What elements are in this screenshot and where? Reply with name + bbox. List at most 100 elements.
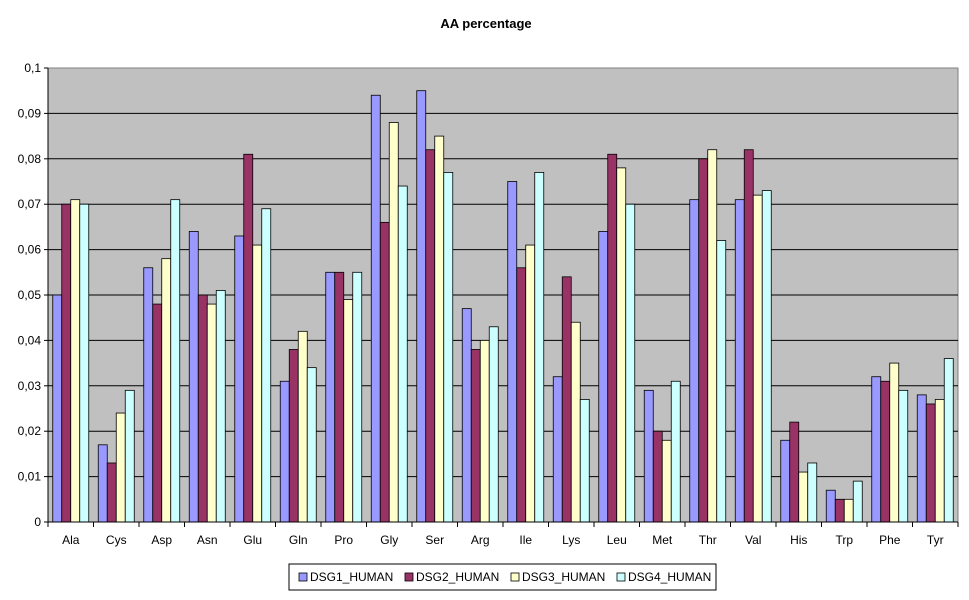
bar: [397, 185, 408, 523]
y-tick-label: 0,07: [18, 197, 42, 211]
bar: [488, 326, 499, 523]
bar: [616, 167, 627, 523]
bar: [707, 149, 718, 523]
bar: [115, 412, 126, 523]
bar: [97, 444, 108, 523]
x-tick-label: Asn: [197, 533, 218, 547]
bar: [661, 439, 672, 523]
bar: [852, 480, 863, 523]
bar: [934, 399, 945, 523]
x-tick-label: Glu: [243, 533, 262, 547]
x-tick-label: Ile: [519, 533, 532, 547]
bar: [306, 367, 317, 523]
legend-box: [288, 563, 717, 591]
bar: [561, 276, 572, 523]
bar: [871, 376, 882, 523]
bar: [161, 258, 172, 523]
bar: [943, 358, 954, 523]
x-tick-label: Cys: [106, 533, 127, 547]
bar: [698, 158, 709, 523]
y-tick-label: 0,09: [18, 106, 42, 120]
bar: [197, 294, 208, 523]
bar: [124, 389, 135, 523]
x-tick-label: Ser: [425, 533, 444, 547]
bar: [780, 439, 791, 523]
bar: [106, 462, 117, 523]
bar: [670, 380, 681, 523]
bar: [325, 271, 336, 523]
bar: [552, 376, 563, 523]
bar: [188, 231, 199, 523]
y-tick-label: 0,06: [18, 243, 42, 257]
bar: [252, 244, 263, 523]
bar: [925, 403, 936, 523]
x-tick-label: Lys: [562, 533, 580, 547]
bar: [625, 203, 636, 523]
bar: [279, 380, 290, 523]
bar: [843, 498, 854, 523]
bars: [52, 90, 954, 523]
bar: [234, 235, 245, 523]
y-tick-label: 0,01: [18, 470, 42, 484]
bar: [598, 231, 609, 523]
chart-title: AA percentage: [440, 16, 531, 31]
x-tick-label: Ala: [62, 533, 80, 547]
x-tick-label: Gln: [289, 533, 308, 547]
bar: [461, 308, 472, 523]
x-tick-label: Leu: [607, 533, 627, 547]
x-tick-label: Trp: [835, 533, 853, 547]
x-tick-label: Asp: [151, 533, 172, 547]
y-tick-label: 0,05: [18, 288, 42, 302]
x-tick-label: Thr: [699, 533, 717, 547]
y-axis-tick-labels: 0 0,01 0,02 0,03 0,04 0,05 0,06 0,07 0,08 0,09 0,1: [18, 61, 42, 529]
bar: [570, 321, 581, 523]
legend-swatch: [510, 572, 520, 582]
bar: [743, 149, 754, 523]
y-tick-label: 0: [34, 515, 41, 529]
bar: [479, 339, 490, 523]
bar: [261, 208, 272, 523]
x-tick-label: Pro: [334, 533, 353, 547]
bar: [343, 299, 354, 523]
legend: DSG1_HUMAN DSG2_HUMAN DSG3_HUMAN DSG4_HUMAN: [288, 563, 717, 591]
x-tick-label: Gly: [380, 533, 398, 547]
bar: [898, 389, 909, 523]
bar: [889, 362, 900, 523]
bar: [752, 194, 763, 523]
bar: [579, 399, 590, 523]
legend-label: DSG1_HUMAN: [310, 570, 393, 584]
bar: [534, 172, 545, 523]
bar: [152, 303, 163, 523]
x-tick-label: Phe: [879, 533, 901, 547]
bar: [370, 94, 381, 523]
bar: [880, 380, 891, 523]
bar: [761, 190, 772, 523]
y-tick-label: 0,02: [18, 424, 42, 438]
x-tick-label: Tyr: [927, 533, 944, 547]
bar: [834, 498, 845, 523]
bar: [170, 199, 181, 523]
y-tick-label: 0,1: [24, 61, 41, 75]
bar: [352, 271, 363, 523]
bar: [789, 421, 800, 523]
bar: [434, 135, 445, 523]
legend-label: DSG4_HUMAN: [628, 570, 711, 584]
bar: [652, 430, 663, 523]
bar: [215, 290, 226, 523]
bar: [470, 349, 481, 523]
bar: [388, 122, 399, 523]
bar: [516, 267, 527, 523]
bar: [525, 244, 536, 523]
bar: [734, 199, 745, 523]
bar: [206, 303, 217, 523]
legend-label: DSG2_HUMAN: [416, 570, 499, 584]
bar: [79, 203, 90, 523]
bar: [143, 267, 154, 523]
bar: [916, 394, 927, 523]
x-tick-label: His: [790, 533, 807, 547]
bar: [288, 349, 299, 523]
x-tick-label: Arg: [471, 533, 490, 547]
y-tick-label: 0,04: [18, 333, 42, 347]
bar: [243, 153, 254, 523]
